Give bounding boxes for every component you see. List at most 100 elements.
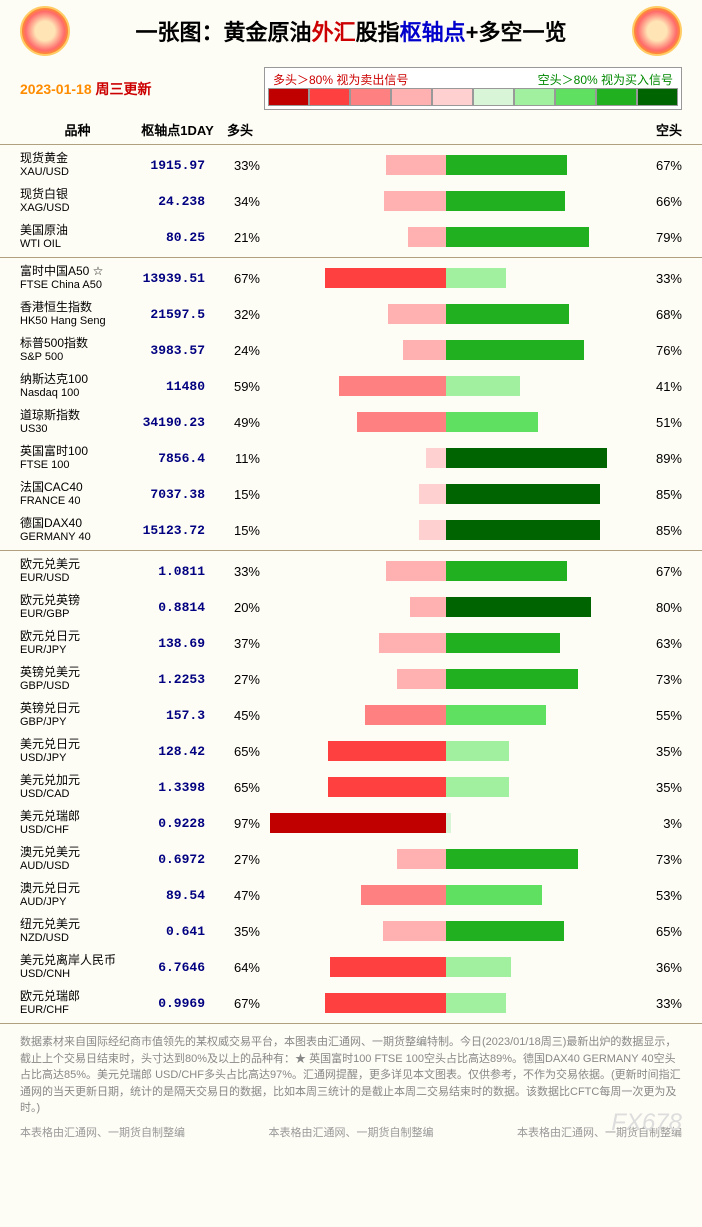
instrument-name: 美元兑日元USD/JPY <box>20 737 135 765</box>
column-headers: 品种 枢轴点1DAY 多头 空头 <box>0 115 702 144</box>
title-p3: 股指 <box>356 20 400 45</box>
pivot-value: 0.641 <box>135 924 220 939</box>
name-en: FTSE 100 <box>20 459 135 472</box>
sentiment-bar <box>265 957 627 977</box>
short-pct: 35% <box>632 744 682 759</box>
pivot-value: 138.69 <box>135 636 220 651</box>
short-pct: 33% <box>632 996 682 1011</box>
data-row: 富时中国A50 ☆FTSE China A5013939.5167%33% <box>0 260 702 296</box>
data-row: 英镑兑美元GBP/USD1.225327%73% <box>0 661 702 697</box>
data-row: 欧元兑瑞郎EUR/CHF0.996967%33% <box>0 985 702 1021</box>
instrument-name: 欧元兑瑞郎EUR/CHF <box>20 989 135 1017</box>
long-pct: 97% <box>220 816 260 831</box>
bar-short <box>446 885 542 905</box>
short-pct: 36% <box>632 960 682 975</box>
short-pct: 63% <box>632 636 682 651</box>
bar-long <box>410 597 446 617</box>
instrument-name: 纳斯达克100Nasdaq 100 <box>20 372 135 400</box>
short-pct: 33% <box>632 271 682 286</box>
data-row: 纽元兑美元NZD/USD0.64135%65% <box>0 913 702 949</box>
bar-long <box>426 448 446 468</box>
bar-short <box>446 520 600 540</box>
bar-short <box>446 340 584 360</box>
name-cn: 欧元兑英镑 <box>20 593 135 607</box>
instrument-name: 香港恒生指数HK50 Hang Seng <box>20 300 135 328</box>
long-pct: 33% <box>220 158 260 173</box>
instrument-name: 澳元兑美元AUD/USD <box>20 845 135 873</box>
data-row: 现货白银XAG/USD24.23834%66% <box>0 183 702 219</box>
short-pct: 73% <box>632 852 682 867</box>
bar-short <box>446 741 509 761</box>
pivot-value: 0.9969 <box>135 996 220 1011</box>
sentiment-bar <box>265 705 627 725</box>
bar-long <box>328 777 446 797</box>
long-pct: 15% <box>220 487 260 502</box>
scale-cell <box>555 88 596 106</box>
bar-short <box>446 227 589 247</box>
sentiment-bar <box>265 813 627 833</box>
bar-long <box>397 669 446 689</box>
bar-long <box>388 304 446 324</box>
instrument-name: 纽元兑美元NZD/USD <box>20 917 135 945</box>
bar-short <box>446 304 569 324</box>
long-pct: 49% <box>220 415 260 430</box>
sentiment-bar <box>265 520 627 540</box>
bar-short <box>446 268 506 288</box>
short-pct: 73% <box>632 672 682 687</box>
data-row: 美元兑加元USD/CAD1.339865%35% <box>0 769 702 805</box>
pivot-value: 3983.57 <box>135 343 220 358</box>
pivot-value: 15123.72 <box>135 523 220 538</box>
bar-long <box>386 155 446 175</box>
short-pct: 89% <box>632 451 682 466</box>
name-en: USD/CNH <box>20 968 135 981</box>
scale-cell <box>391 88 432 106</box>
sentiment-bar <box>265 993 627 1013</box>
bar-short <box>446 633 560 653</box>
sentiment-bar <box>265 484 627 504</box>
sentiment-bar <box>265 741 627 761</box>
short-pct: 67% <box>632 564 682 579</box>
instrument-name: 美元兑瑞郎USD/CHF <box>20 809 135 837</box>
col-long: 多头 <box>220 120 260 139</box>
pivot-value: 11480 <box>135 379 220 394</box>
name-cn: 澳元兑日元 <box>20 881 135 895</box>
instrument-name: 美元兑加元USD/CAD <box>20 773 135 801</box>
title-p5: +多空一览 <box>466 20 567 45</box>
name-en: AUD/USD <box>20 860 135 873</box>
name-cn: 欧元兑瑞郎 <box>20 989 135 1003</box>
name-en: GERMANY 40 <box>20 531 135 544</box>
long-pct: 64% <box>220 960 260 975</box>
long-pct: 35% <box>220 924 260 939</box>
title-p1: 黄金原油 <box>224 20 312 45</box>
name-en: US30 <box>20 423 135 436</box>
sentiment-bar <box>265 448 627 468</box>
short-pct: 55% <box>632 708 682 723</box>
pivot-value: 24.238 <box>135 194 220 209</box>
name-cn: 美国原油 <box>20 223 135 237</box>
pivot-value: 0.8814 <box>135 600 220 615</box>
date-row: 2023-01-18 周三更新 多头＞80% 视为卖出信号 空头＞80% 视为买… <box>0 62 702 115</box>
name-en: HK50 Hang Seng <box>20 315 135 328</box>
legend-buy: 空头＞80% 视为买入信号 <box>538 71 673 88</box>
name-cn: 澳元兑美元 <box>20 845 135 859</box>
title-prefix: 一张图： <box>136 20 224 45</box>
data-row: 道琼斯指数US3034190.2349%51% <box>0 404 702 440</box>
bar-long <box>361 885 446 905</box>
pivot-value: 0.9228 <box>135 816 220 831</box>
short-pct: 85% <box>632 523 682 538</box>
scale-cell <box>432 88 473 106</box>
name-cn: 纳斯达克100 <box>20 372 135 386</box>
col-pivot: 枢轴点1DAY <box>135 120 220 139</box>
data-row: 现货黄金XAU/USD1915.9733%67% <box>0 147 702 183</box>
data-row: 英镑兑日元GBP/JPY157.345%55% <box>0 697 702 733</box>
long-pct: 65% <box>220 780 260 795</box>
long-pct: 33% <box>220 564 260 579</box>
data-row: 法国CAC40FRANCE 407037.3815%85% <box>0 476 702 512</box>
instrument-name: 欧元兑美元EUR/USD <box>20 557 135 585</box>
long-pct: 45% <box>220 708 260 723</box>
sentiment-bar <box>265 561 627 581</box>
name-en: EUR/CHF <box>20 1004 135 1017</box>
scale-cell <box>473 88 514 106</box>
pivot-value: 7856.4 <box>135 451 220 466</box>
instrument-name: 法国CAC40FRANCE 40 <box>20 480 135 508</box>
